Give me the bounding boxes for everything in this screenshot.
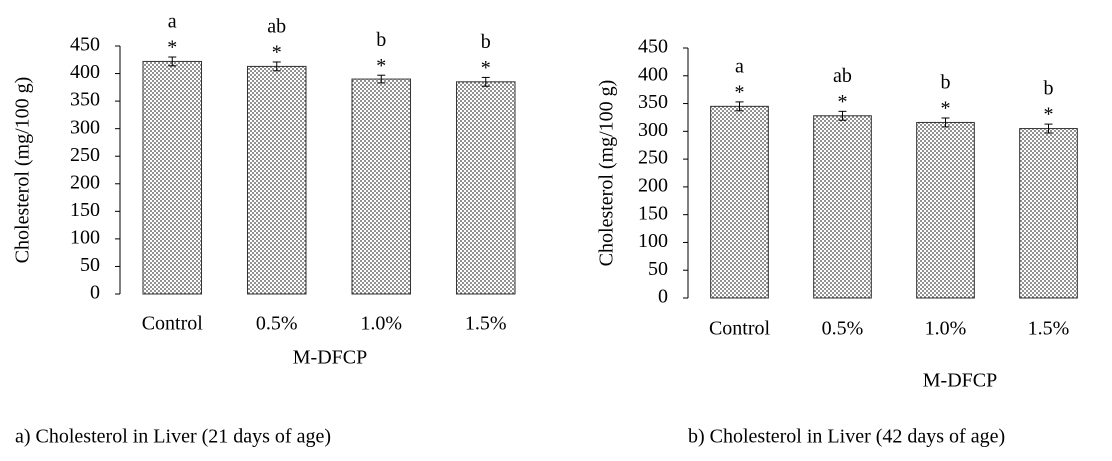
significance-marker: * bbox=[272, 42, 282, 64]
significance-marker: * bbox=[167, 37, 177, 59]
y-tick-label: 250 bbox=[70, 144, 100, 166]
significance-letter: b bbox=[1044, 78, 1054, 100]
y-axis-label: Cholesterol (mg/100 g) bbox=[12, 77, 34, 264]
x-tick-label: 0.5% bbox=[256, 313, 298, 335]
x-tick-label: Control bbox=[709, 318, 771, 340]
x-tick-label: 1.5% bbox=[1028, 318, 1070, 340]
y-tick-label: 100 bbox=[638, 230, 668, 252]
significance-marker: * bbox=[735, 81, 745, 103]
y-tick-label: 50 bbox=[80, 254, 100, 276]
x-tick-label: 1.0% bbox=[925, 318, 967, 340]
x-tick-label: 1.5% bbox=[465, 313, 507, 335]
y-tick-label: 200 bbox=[638, 174, 668, 196]
significance-marker: * bbox=[1044, 104, 1054, 126]
bar bbox=[455, 81, 516, 295]
bar bbox=[710, 105, 769, 299]
x-axis-label: M-DFCP bbox=[923, 370, 997, 392]
y-tick-label: 150 bbox=[638, 202, 668, 224]
significance-marker: * bbox=[376, 55, 386, 77]
y-tick-label: 450 bbox=[70, 34, 100, 56]
caption: a) Cholesterol in Liver (21 days of age) bbox=[15, 426, 331, 448]
significance-marker: * bbox=[838, 91, 848, 113]
bar bbox=[1019, 128, 1078, 299]
bar bbox=[916, 121, 975, 299]
bar bbox=[813, 115, 872, 299]
y-tick-label: 300 bbox=[638, 119, 668, 141]
y-tick-label: 450 bbox=[638, 36, 668, 58]
x-axis-label: M-DFCP bbox=[293, 347, 367, 369]
significance-letter: a bbox=[735, 55, 744, 77]
y-tick-label: 100 bbox=[70, 226, 100, 248]
significance-letter: ab bbox=[833, 65, 852, 87]
y-tick-label: 350 bbox=[70, 89, 100, 111]
caption: b) Cholesterol in Liver (42 days of age) bbox=[688, 426, 1005, 448]
y-tick-label: 50 bbox=[648, 258, 668, 280]
significance-letter: b bbox=[481, 31, 491, 53]
y-tick-label: 350 bbox=[638, 91, 668, 113]
significance-marker: * bbox=[481, 57, 491, 79]
y-tick-label: 250 bbox=[638, 147, 668, 169]
y-axis-label: Cholesterol (mg/100 g) bbox=[596, 80, 618, 267]
y-tick-label: 150 bbox=[70, 199, 100, 221]
y-tick-label: 0 bbox=[658, 286, 668, 308]
significance-letter: b bbox=[941, 72, 951, 94]
x-tick-label: 1.0% bbox=[360, 313, 402, 335]
y-tick-label: 0 bbox=[90, 282, 100, 304]
significance-marker: * bbox=[941, 98, 951, 120]
significance-letter: a bbox=[168, 11, 177, 33]
bar bbox=[142, 60, 203, 295]
y-tick-label: 200 bbox=[70, 171, 100, 193]
y-tick-label: 400 bbox=[70, 61, 100, 83]
y-tick-label: 300 bbox=[70, 116, 100, 138]
y-tick-label: 400 bbox=[638, 63, 668, 85]
x-tick-label: 0.5% bbox=[822, 318, 864, 340]
significance-letter: ab bbox=[267, 16, 286, 38]
x-tick-label: Control bbox=[142, 313, 204, 335]
bar bbox=[351, 78, 412, 295]
bar bbox=[246, 65, 307, 295]
significance-letter: b bbox=[376, 29, 386, 51]
